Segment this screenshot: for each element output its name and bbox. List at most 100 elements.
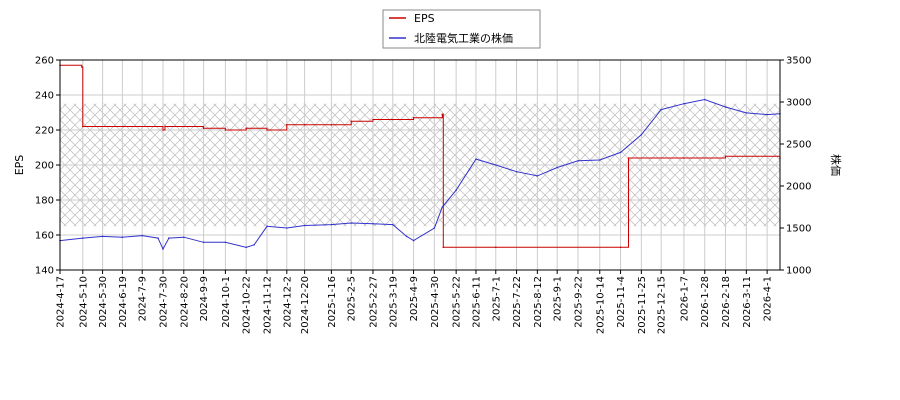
x-tick-label: 2025-5-22 bbox=[452, 276, 463, 328]
data-point-eps bbox=[122, 125, 125, 128]
data-point-eps bbox=[202, 127, 205, 130]
data-point-stock-price bbox=[303, 224, 306, 227]
y-tick-label-right: 3000 bbox=[786, 98, 811, 109]
y-tick-label-left: 160 bbox=[35, 231, 54, 242]
data-point-stock-price bbox=[101, 235, 104, 238]
x-tick-label: 2024-12-20 bbox=[300, 276, 311, 334]
data-point-eps bbox=[495, 246, 497, 249]
data-point-stock-price bbox=[183, 236, 185, 238]
data-point-stock-price bbox=[405, 235, 408, 238]
data-point-stock-price bbox=[286, 227, 288, 229]
x-tick-label: 2024-7-9 bbox=[138, 276, 149, 321]
data-point-stock-price bbox=[455, 189, 457, 191]
data-point-stock-price bbox=[82, 237, 84, 239]
data-point-stock-price bbox=[350, 222, 353, 224]
data-point-eps bbox=[162, 129, 164, 131]
y-tick-label-left: 200 bbox=[35, 161, 54, 172]
x-tick-label: 2025-11-25 bbox=[637, 276, 648, 334]
data-point-eps bbox=[164, 125, 166, 128]
data-point-stock-price bbox=[536, 175, 539, 177]
data-point-eps bbox=[266, 129, 268, 131]
data-point-stock-price bbox=[724, 106, 727, 108]
data-point-stock-price bbox=[433, 227, 436, 229]
x-tick-label: 2026-1-7 bbox=[679, 276, 690, 321]
x-tick-label: 2025-8-12 bbox=[533, 276, 544, 328]
data-point-stock-price bbox=[392, 223, 394, 226]
x-tick-label: 2024-5-30 bbox=[98, 276, 109, 328]
data-point-stock-price bbox=[157, 237, 159, 239]
data-point-stock-price bbox=[703, 98, 706, 101]
x-tick-label: 2024-11-12 bbox=[262, 276, 273, 334]
y-tick-label-right: 1000 bbox=[786, 266, 811, 277]
x-tick-label: 2025-1-16 bbox=[327, 276, 338, 328]
data-point-stock-price bbox=[162, 248, 164, 250]
data-point-eps bbox=[392, 118, 394, 121]
data-point-eps bbox=[224, 129, 227, 131]
data-point-stock-price bbox=[660, 108, 662, 111]
data-point-stock-price bbox=[245, 246, 247, 249]
x-tick-label: 2025-2-27 bbox=[368, 276, 379, 328]
x-tick-label: 2025-10-14 bbox=[595, 276, 606, 334]
data-point-stock-price bbox=[412, 239, 415, 242]
data-point-stock-price bbox=[330, 223, 333, 226]
data-point-eps bbox=[442, 246, 445, 249]
y-tick-label-right: 1500 bbox=[786, 224, 811, 235]
x-tick-label: 2024-9-9 bbox=[199, 276, 210, 321]
data-point-eps bbox=[81, 66, 83, 68]
data-point-eps bbox=[82, 125, 84, 128]
x-tick-label: 2024-10-22 bbox=[242, 276, 253, 334]
data-point-stock-price bbox=[577, 160, 579, 162]
data-point-eps bbox=[245, 127, 247, 130]
data-point-stock-price bbox=[599, 159, 601, 161]
x-tick-label: 2025-7-1 bbox=[491, 276, 502, 321]
y-tick-label-left: 220 bbox=[35, 126, 54, 137]
data-point-stock-price bbox=[640, 134, 643, 136]
legend: EPS 北陸電気工業の株価 bbox=[382, 9, 541, 49]
x-tick-label: 2025-11-4 bbox=[616, 276, 627, 328]
data-point-stock-price bbox=[168, 237, 170, 239]
x-tick-label: 2024-4-17 bbox=[56, 276, 67, 328]
x-tick-label: 2024-6-19 bbox=[118, 276, 129, 328]
series-layer bbox=[59, 64, 781, 251]
x-tick-label: 2025-12-15 bbox=[657, 276, 668, 334]
x-tick-label: 2024-10-1 bbox=[221, 276, 232, 328]
data-point-eps bbox=[619, 246, 622, 249]
data-point-stock-price bbox=[766, 113, 768, 116]
data-point-eps bbox=[350, 120, 353, 123]
data-point-stock-price bbox=[141, 234, 143, 237]
data-point-stock-price bbox=[121, 236, 124, 238]
x-tick-label: 2025-9-1 bbox=[553, 276, 564, 321]
data-point-eps bbox=[303, 124, 306, 126]
data-point-stock-price bbox=[224, 241, 227, 244]
y-axis-label-left: EPS bbox=[13, 155, 26, 176]
data-point-stock-price bbox=[441, 206, 444, 208]
data-point-stock-price bbox=[683, 102, 685, 105]
x-tick-label: 2026-3-11 bbox=[742, 276, 753, 328]
legend-label-eps: EPS bbox=[414, 12, 435, 25]
x-tick-label: 2024-5-10 bbox=[78, 276, 89, 328]
x-tick-label: 2025-9-22 bbox=[573, 276, 584, 328]
x-tick-label: 2024-12-2 bbox=[282, 276, 293, 328]
ticks: 140 160 180 200 220 240 260 1000 1500 2000 2500 300… bbox=[35, 56, 812, 335]
data-point-stock-price bbox=[475, 158, 477, 160]
data-point-eps bbox=[724, 155, 727, 158]
x-tick-label: 2026-4-1 bbox=[763, 276, 774, 321]
y-tick-label-left: 180 bbox=[35, 196, 54, 207]
x-tick-label: 2024-7-30 bbox=[158, 276, 169, 328]
y-axis-label-right: 株価 bbox=[829, 154, 843, 176]
y-tick-label-left: 240 bbox=[35, 91, 54, 102]
y-tick-label-right: 3500 bbox=[786, 56, 811, 67]
data-point-stock-price bbox=[495, 164, 497, 166]
data-point-stock-price bbox=[266, 225, 268, 228]
data-point-eps bbox=[441, 113, 444, 116]
x-tick-label: 2025-7-22 bbox=[512, 276, 523, 328]
y-tick-label-left: 140 bbox=[35, 266, 54, 277]
data-point-eps bbox=[627, 157, 630, 159]
data-point-stock-price bbox=[556, 166, 558, 169]
data-point-stock-price bbox=[372, 223, 374, 225]
data-point-eps bbox=[372, 118, 374, 121]
data-point-eps bbox=[330, 124, 333, 126]
y-tick-label-left: 260 bbox=[35, 56, 54, 67]
data-point-stock-price bbox=[202, 241, 205, 244]
